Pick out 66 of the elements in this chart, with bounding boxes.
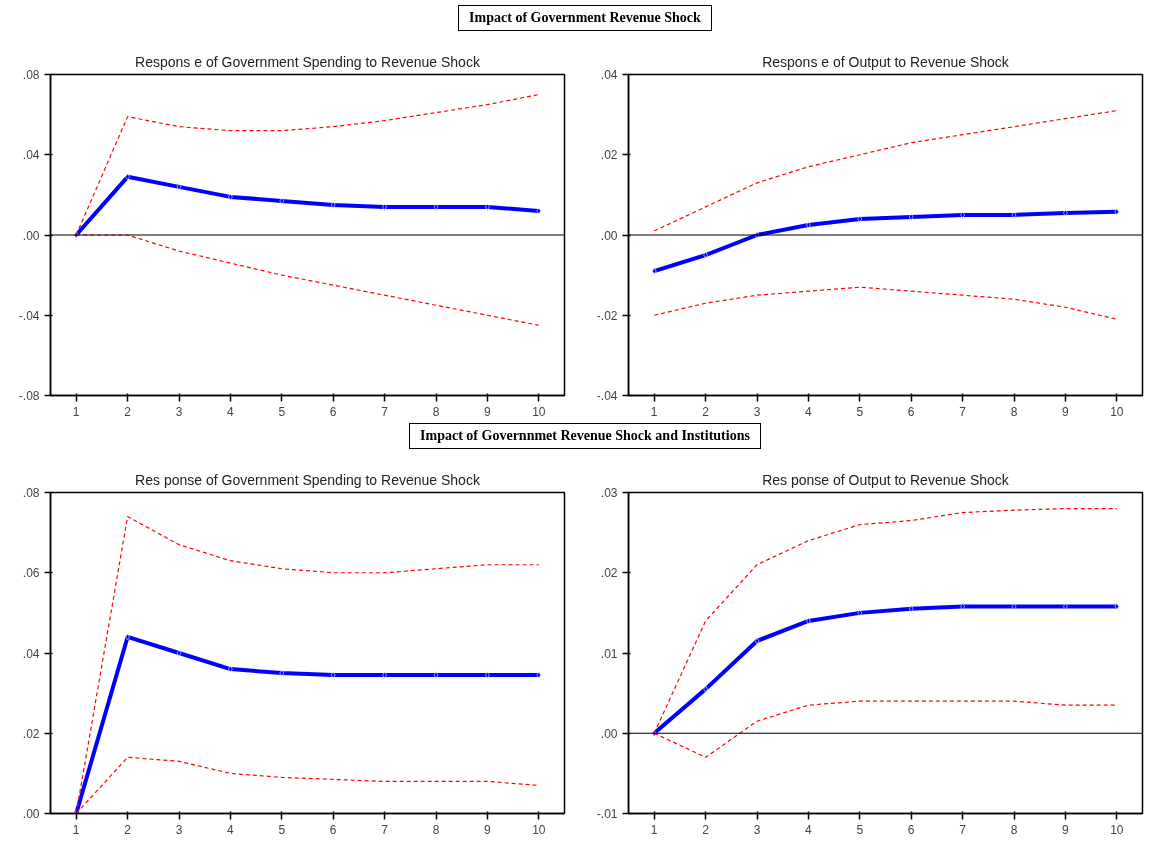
x-tick-label: 7 <box>381 822 389 837</box>
x-tick-label: 10 <box>1110 822 1124 837</box>
x-tick-label: 2 <box>124 822 132 837</box>
x-tick-label: 5 <box>856 822 864 837</box>
text: Impact of Governnmet Revenue Shock and Institutions <box>409 423 761 449</box>
y-tick-label: .04 <box>22 646 40 661</box>
y-tick-label: .03 <box>600 486 618 500</box>
x-tick-label: 6 <box>907 404 915 419</box>
x-tick-label: 4 <box>227 404 235 419</box>
x-tick-label: 9 <box>1062 404 1070 419</box>
y-tick-label: -.01 <box>596 807 618 821</box>
x-tick-label: 3 <box>175 404 183 419</box>
x-tick-label: 10 <box>1110 404 1124 419</box>
chart-title: Respons e of Government Spending to Revenue Shock <box>135 53 481 70</box>
x-tick-label: 1 <box>650 404 658 419</box>
x-tick-label: 2 <box>124 404 132 419</box>
x-tick-label: 5 <box>278 404 286 419</box>
chart-title: Res ponse of Government Spending to Revenue Shock <box>135 471 481 488</box>
y-tick-label: .04 <box>600 68 618 82</box>
y-tick-label: .00 <box>22 228 40 243</box>
chart-title: Res ponse of Output to Revenue Shock <box>762 471 1010 488</box>
text: Impact of Government Revenue Shock <box>458 5 712 31</box>
x-tick-label: 1 <box>72 404 80 419</box>
x-tick-label: 10 <box>532 822 546 837</box>
x-tick-label: 9 <box>1062 822 1070 837</box>
x-tick-label: 7 <box>959 404 967 419</box>
x-tick-label: 8 <box>1010 822 1018 837</box>
y-tick-label: .04 <box>22 148 40 163</box>
chart-title: Respons e of Output to Revenue Shock <box>762 53 1010 70</box>
x-tick-label: 4 <box>805 822 813 837</box>
x-tick-label: 4 <box>805 404 813 419</box>
x-tick-label: 3 <box>753 822 761 837</box>
x-tick-label: 6 <box>907 822 915 837</box>
x-tick-label: 3 <box>753 404 761 419</box>
y-tick-label: -.04 <box>18 308 40 323</box>
x-tick-label: 5 <box>278 822 286 837</box>
y-tick-label: .06 <box>22 566 40 581</box>
y-tick-label: .02 <box>600 566 618 581</box>
y-tick-label: .00 <box>600 228 618 243</box>
y-tick-label: -.08 <box>18 389 40 403</box>
x-tick-label: 3 <box>175 822 183 837</box>
y-tick-label: -.02 <box>596 308 618 323</box>
y-tick-label: .08 <box>22 68 40 82</box>
x-tick-label: 9 <box>484 822 492 837</box>
x-tick-label: 5 <box>856 404 864 419</box>
x-tick-label: 8 <box>432 822 440 837</box>
y-tick-label: .02 <box>22 726 40 741</box>
y-tick-label: .01 <box>600 646 618 661</box>
x-tick-label: 8 <box>1010 404 1018 419</box>
x-tick-label: 7 <box>959 822 967 837</box>
y-tick-label: .02 <box>600 148 618 163</box>
x-tick-label: 6 <box>329 822 337 837</box>
x-tick-label: 1 <box>72 822 80 837</box>
y-tick-label: .00 <box>22 807 40 821</box>
x-tick-label: 2 <box>702 822 710 837</box>
x-tick-label: 6 <box>329 404 337 419</box>
x-tick-label: 1 <box>650 822 658 837</box>
y-tick-label: .00 <box>600 726 618 741</box>
x-tick-label: 2 <box>702 404 710 419</box>
y-tick-label: -.04 <box>596 389 618 403</box>
x-tick-label: 8 <box>432 404 440 419</box>
x-tick-label: 7 <box>381 404 389 419</box>
x-tick-label: 10 <box>532 404 546 419</box>
y-tick-label: .08 <box>22 486 40 500</box>
x-tick-label: 4 <box>227 822 235 837</box>
x-tick-label: 9 <box>484 404 492 419</box>
